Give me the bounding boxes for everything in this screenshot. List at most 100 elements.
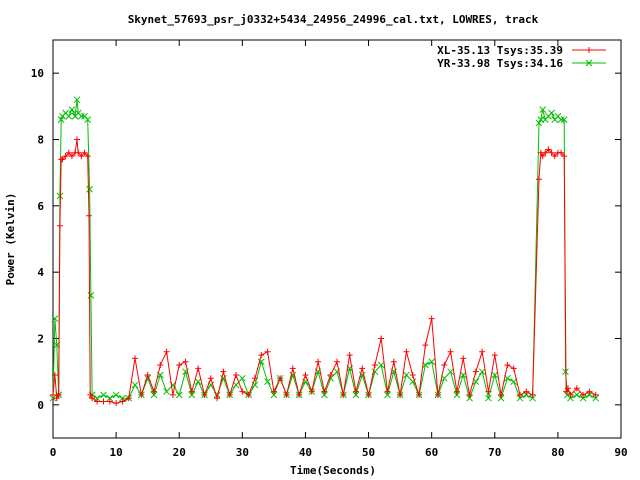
data-point xyxy=(194,378,202,385)
data-point xyxy=(397,391,404,398)
data-point xyxy=(334,358,340,365)
data-point xyxy=(485,394,492,402)
data-point xyxy=(220,368,227,375)
data-point xyxy=(573,385,580,392)
data-point xyxy=(55,391,62,398)
x-tick-label: 80 xyxy=(551,446,564,459)
data-point xyxy=(539,153,546,160)
data-point xyxy=(150,388,157,395)
x-tick-label: 10 xyxy=(109,446,122,459)
data-point xyxy=(264,378,271,385)
data-point xyxy=(365,391,372,398)
data-point xyxy=(239,388,246,395)
data-point xyxy=(563,388,570,395)
data-point xyxy=(277,375,284,382)
data-point xyxy=(551,153,558,160)
data-point xyxy=(119,398,126,405)
y-tick-label: 4 xyxy=(37,266,44,279)
legend-marker xyxy=(586,47,592,53)
data-point xyxy=(201,391,208,398)
data-point xyxy=(50,391,56,398)
data-point xyxy=(321,388,328,395)
data-point xyxy=(359,365,366,372)
data-point xyxy=(567,391,574,398)
data-point xyxy=(65,149,72,156)
data-point xyxy=(238,374,246,382)
data-point xyxy=(548,109,555,117)
series-plus xyxy=(50,136,599,407)
data-point xyxy=(175,391,183,399)
data-point xyxy=(545,146,552,153)
data-point xyxy=(378,335,385,342)
data-point xyxy=(539,106,547,114)
data-point xyxy=(51,371,58,378)
data-point xyxy=(73,96,81,104)
legend-marker xyxy=(585,59,593,67)
x-tick-label: 30 xyxy=(236,446,249,459)
data-point xyxy=(453,391,461,399)
data-point xyxy=(447,368,454,376)
data-point xyxy=(106,394,114,402)
data-point xyxy=(441,362,448,369)
data-point xyxy=(466,391,473,398)
data-point xyxy=(188,388,195,395)
y-tick-label: 6 xyxy=(37,200,44,213)
data-point xyxy=(479,348,486,355)
data-point xyxy=(340,391,347,398)
data-point xyxy=(169,391,176,398)
data-point xyxy=(377,361,385,369)
data-point xyxy=(233,371,240,378)
data-point xyxy=(592,391,599,398)
series-line xyxy=(52,99,597,400)
y-tick-label: 0 xyxy=(37,399,44,412)
data-point xyxy=(131,381,139,389)
data-point xyxy=(258,352,265,359)
data-point xyxy=(245,391,252,398)
data-point xyxy=(207,375,214,382)
data-point xyxy=(78,112,85,120)
data-point xyxy=(182,358,189,365)
data-point xyxy=(86,185,93,193)
data-point xyxy=(232,381,240,389)
data-point xyxy=(542,149,549,156)
x-tick-label: 90 xyxy=(614,446,627,459)
data-point xyxy=(163,388,170,395)
data-point xyxy=(81,149,88,156)
data-point xyxy=(150,391,158,399)
data-point xyxy=(138,391,145,398)
data-point xyxy=(497,394,505,402)
plot-area xyxy=(49,96,600,407)
data-point xyxy=(49,394,57,402)
data-point xyxy=(296,391,303,398)
data-point xyxy=(157,362,164,369)
y-tick-label: 8 xyxy=(37,134,44,147)
data-point xyxy=(289,365,296,372)
data-point xyxy=(84,153,91,160)
data-point xyxy=(491,371,499,379)
series-line xyxy=(52,139,597,404)
data-point xyxy=(251,375,258,382)
plot-border xyxy=(52,39,622,439)
data-point xyxy=(106,398,113,405)
data-point xyxy=(516,394,524,402)
data-point xyxy=(113,400,120,407)
data-point xyxy=(434,391,441,398)
data-point xyxy=(327,371,334,378)
data-point xyxy=(352,391,360,399)
data-point xyxy=(498,391,505,398)
data-point xyxy=(447,348,454,355)
data-point xyxy=(573,391,581,399)
data-point xyxy=(144,371,151,378)
series-cross xyxy=(49,96,600,402)
x-tick-label: 60 xyxy=(425,446,438,459)
data-point xyxy=(308,388,315,395)
data-point xyxy=(580,391,587,398)
data-point xyxy=(62,153,69,160)
data-point xyxy=(529,394,536,402)
legend-label: XL-35.13 Tsys:35.39 xyxy=(437,44,563,57)
legend-label: YR-33.98 Tsys:34.16 xyxy=(437,57,563,70)
data-point xyxy=(87,292,95,299)
data-point xyxy=(478,368,486,376)
data-point xyxy=(384,391,391,399)
